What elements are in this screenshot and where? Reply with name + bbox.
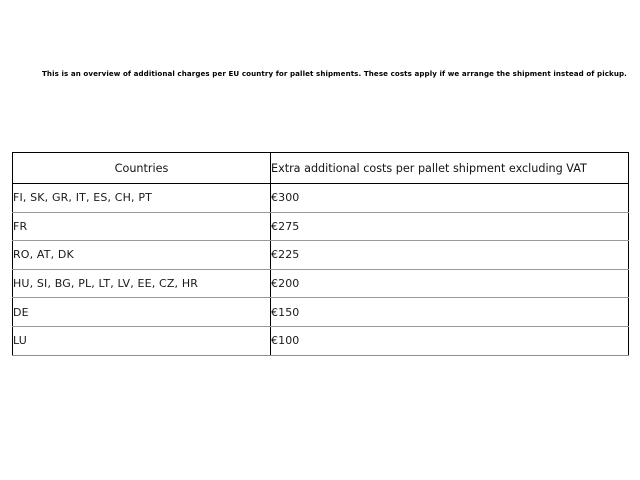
- cell-countries: DE: [12, 297, 271, 327]
- cell-countries: HU, SI, BG, PL, LT, LV, EE, CZ, HR: [12, 269, 271, 299]
- cell-cost: €100: [270, 326, 629, 356]
- cell-cost: €225: [270, 240, 629, 270]
- cell-cost: €200: [270, 269, 629, 299]
- cell-countries: LU: [12, 326, 271, 356]
- charges-table: Countries Extra additional costs per pal…: [12, 152, 629, 356]
- table-row: RO, AT, DK €225: [12, 240, 629, 270]
- table-row: FI, SK, GR, IT, ES, CH, PT €300: [12, 183, 629, 213]
- table-row: DE €150: [12, 297, 629, 327]
- cell-countries: FR: [12, 212, 271, 242]
- cell-countries: FI, SK, GR, IT, ES, CH, PT: [12, 183, 271, 213]
- column-header-cost: Extra additional costs per pallet shipme…: [270, 152, 629, 184]
- intro-paragraph: This is an overview of additional charge…: [42, 69, 627, 79]
- table-header-row: Countries Extra additional costs per pal…: [12, 152, 629, 184]
- cell-cost: €275: [270, 212, 629, 242]
- charges-table-container: Countries Extra additional costs per pal…: [12, 152, 629, 356]
- cell-countries: RO, AT, DK: [12, 240, 271, 270]
- table-row: HU, SI, BG, PL, LT, LV, EE, CZ, HR €200: [12, 269, 629, 299]
- table-header: Countries Extra additional costs per pal…: [12, 152, 629, 184]
- table-row: FR €275: [12, 212, 629, 242]
- column-header-countries: Countries: [12, 152, 271, 184]
- cell-cost: €300: [270, 183, 629, 213]
- table-row: LU €100: [12, 326, 629, 356]
- cell-cost: €150: [270, 297, 629, 327]
- table-body: FI, SK, GR, IT, ES, CH, PT €300 FR €275 …: [12, 183, 629, 356]
